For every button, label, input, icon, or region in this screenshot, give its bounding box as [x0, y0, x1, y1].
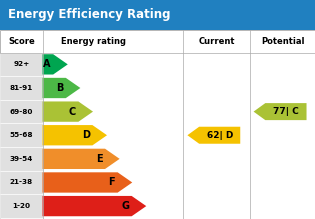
Text: B: B	[56, 83, 63, 93]
Text: D: D	[82, 130, 90, 140]
Text: Energy rating: Energy rating	[61, 37, 126, 46]
Bar	[0, 124, 43, 147]
Polygon shape	[187, 127, 240, 144]
Text: 69-80: 69-80	[9, 109, 33, 115]
Text: 21-38: 21-38	[10, 180, 33, 185]
Polygon shape	[43, 172, 132, 193]
Text: 62| D: 62| D	[207, 131, 233, 140]
Text: Potential: Potential	[261, 37, 305, 46]
Polygon shape	[43, 101, 93, 122]
Bar	[0, 147, 43, 171]
Polygon shape	[43, 54, 68, 74]
Text: Energy Efficiency Rating: Energy Efficiency Rating	[8, 8, 170, 21]
Text: 1-20: 1-20	[12, 203, 30, 209]
Text: 77| C: 77| C	[273, 107, 299, 116]
Text: Score: Score	[8, 37, 35, 46]
Text: E: E	[96, 154, 102, 164]
Bar	[0, 194, 43, 218]
Text: 55-68: 55-68	[9, 132, 33, 138]
Text: 39-54: 39-54	[10, 156, 33, 162]
Text: C: C	[69, 107, 76, 117]
Polygon shape	[43, 149, 120, 169]
Polygon shape	[43, 196, 146, 216]
Text: Current: Current	[198, 37, 235, 46]
Bar	[0, 171, 43, 194]
Bar	[0, 30, 315, 219]
Text: F: F	[108, 177, 115, 187]
Text: 81-91: 81-91	[10, 85, 33, 91]
Bar	[0, 53, 43, 76]
Polygon shape	[254, 103, 306, 120]
Text: G: G	[121, 201, 129, 211]
Polygon shape	[43, 78, 80, 98]
Bar	[0, 76, 43, 100]
Bar	[0, 100, 43, 124]
Text: 92+: 92+	[13, 61, 29, 67]
Text: A: A	[43, 59, 51, 69]
Polygon shape	[43, 125, 107, 145]
Bar	[0, 0, 315, 30]
